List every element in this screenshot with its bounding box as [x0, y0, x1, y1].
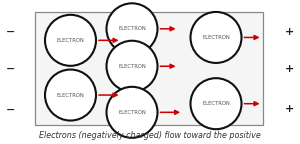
Text: ELECTRON: ELECTRON	[202, 35, 230, 40]
Text: +: +	[285, 64, 294, 74]
Ellipse shape	[106, 3, 158, 54]
Ellipse shape	[106, 87, 158, 138]
Text: Electrons (negatively charged) flow toward the positive: Electrons (negatively charged) flow towa…	[39, 131, 261, 140]
Text: +: +	[285, 27, 294, 37]
Text: ELECTRON: ELECTRON	[202, 101, 230, 106]
Text: ELECTRON: ELECTRON	[118, 26, 146, 31]
Text: −: −	[6, 27, 15, 37]
Text: ELECTRON: ELECTRON	[118, 64, 146, 69]
Text: −: −	[6, 104, 15, 114]
Text: −: −	[6, 64, 15, 74]
Ellipse shape	[190, 78, 242, 129]
Text: +: +	[285, 104, 294, 114]
Ellipse shape	[190, 12, 242, 63]
Text: ELECTRON: ELECTRON	[118, 110, 146, 115]
Ellipse shape	[45, 70, 96, 121]
Ellipse shape	[106, 41, 158, 92]
Text: ELECTRON: ELECTRON	[57, 38, 84, 43]
Ellipse shape	[45, 15, 96, 66]
Bar	[34, 12, 262, 125]
Text: ELECTRON: ELECTRON	[57, 93, 84, 97]
